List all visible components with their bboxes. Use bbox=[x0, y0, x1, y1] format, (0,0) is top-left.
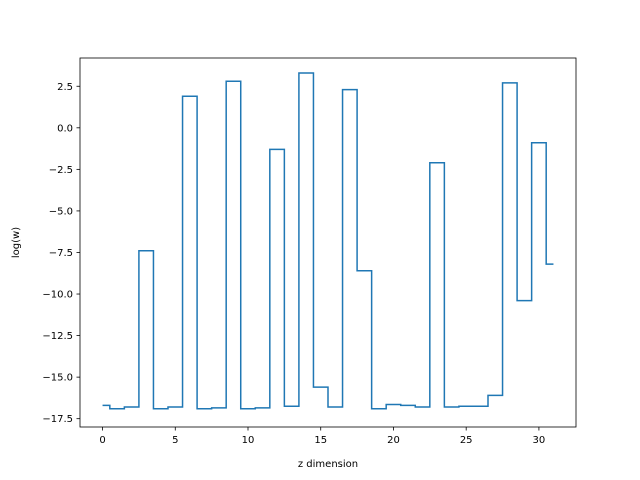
series-step-line bbox=[102, 72, 554, 410]
plot-frame bbox=[79, 57, 577, 428]
x-tick-label: 30 bbox=[533, 435, 546, 446]
y-tick-label: −12.5 bbox=[42, 331, 73, 342]
y-tick-label: −2.5 bbox=[49, 165, 73, 176]
x-tick-label: 0 bbox=[99, 435, 105, 446]
axis-ticks: 0 5 10 15 20 25 30 2.5 0.0 −2.5 −5.0 −7.5 −10.0 −12.5… bbox=[42, 82, 545, 446]
x-tick-label: 5 bbox=[172, 435, 178, 446]
y-tick-label: −17.5 bbox=[42, 414, 73, 425]
x-tick-label: 20 bbox=[387, 435, 400, 446]
x-tick-label: 10 bbox=[242, 435, 255, 446]
y-tick-label: −15.0 bbox=[42, 373, 73, 384]
y-tick-label: 2.5 bbox=[57, 82, 73, 93]
y-tick-label: 0.0 bbox=[57, 123, 73, 134]
y-axis-label: log(w) bbox=[11, 227, 22, 258]
x-tick-label: 15 bbox=[314, 435, 327, 446]
y-tick-label: −10.0 bbox=[42, 290, 73, 301]
y-tick-label: −7.5 bbox=[49, 248, 73, 259]
x-tick-label: 25 bbox=[460, 435, 473, 446]
y-tick-label: −5.0 bbox=[49, 206, 73, 217]
x-axis-label: z dimension bbox=[298, 459, 358, 470]
